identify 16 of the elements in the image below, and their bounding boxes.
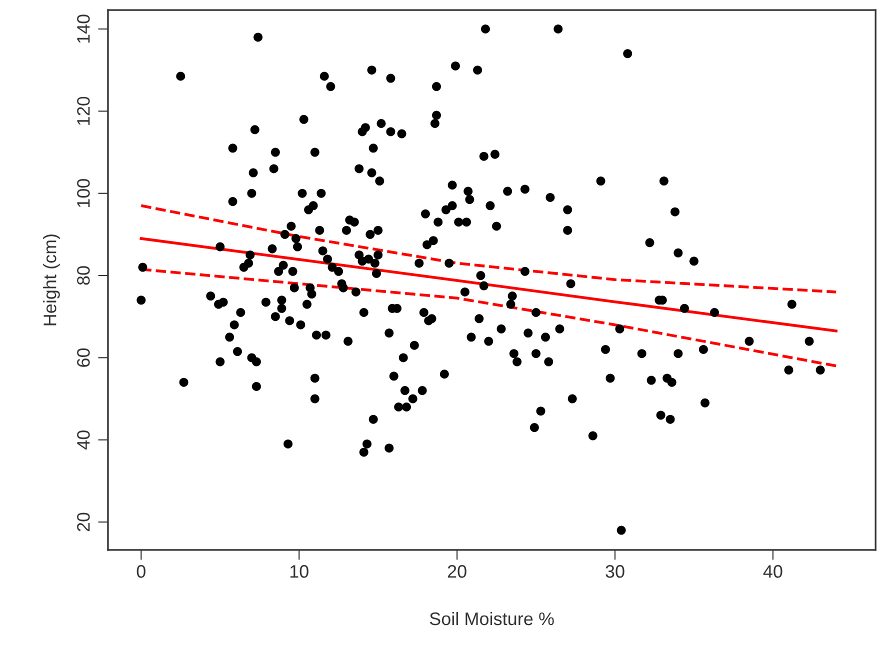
y-tick-label: 80	[77, 266, 90, 285]
y-tick-label: 100	[77, 178, 90, 208]
y-tick-label: 120	[77, 96, 90, 125]
y-tick-label: 140	[77, 14, 90, 43]
x-tick-label: 10	[290, 565, 308, 578]
x-tick-label: 40	[763, 565, 782, 578]
x-tick-label: 30	[606, 565, 624, 578]
x-axis-title: Soil Moisture %	[430, 612, 554, 626]
y-tick-label: 60	[77, 348, 90, 367]
line-series	[140, 204, 838, 294]
y-tick-label: 20	[77, 512, 90, 532]
line-series	[140, 237, 838, 332]
y-tick-label: 40	[77, 430, 90, 450]
y-axis-title: Height (cm)	[43, 234, 60, 326]
x-tick-label: 0	[136, 565, 146, 578]
x-tick-label: 20	[448, 565, 466, 578]
